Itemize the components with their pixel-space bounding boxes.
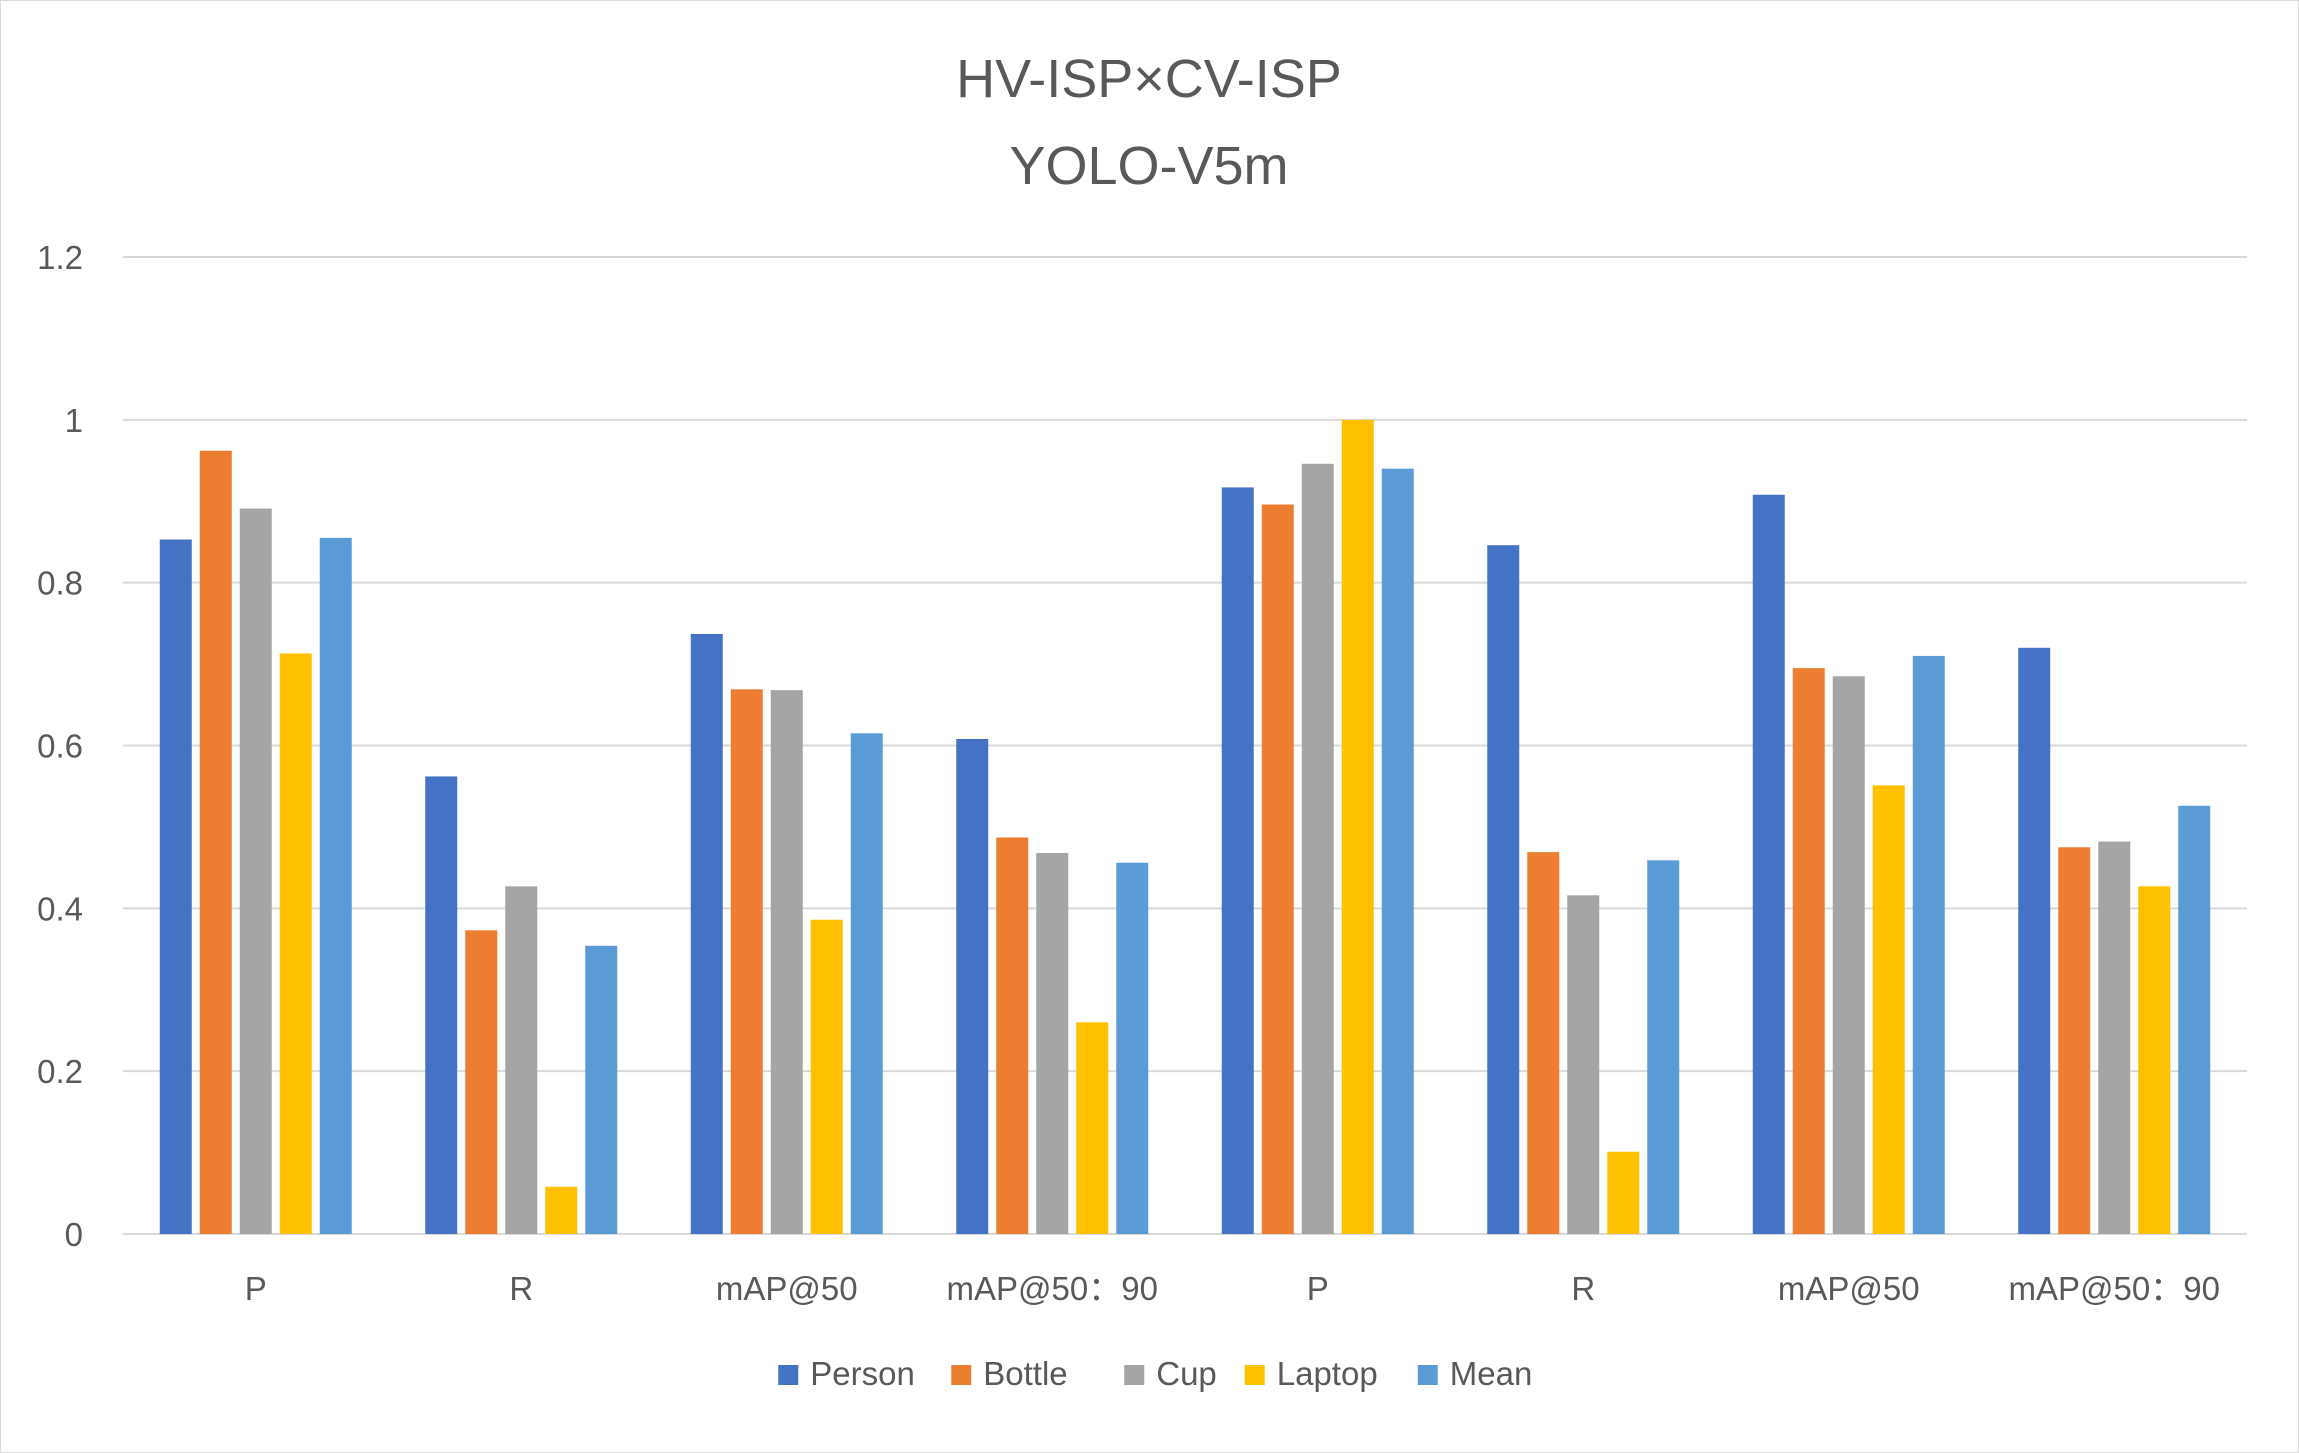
legend-swatch-person — [778, 1365, 799, 1385]
bar-bottle — [2058, 847, 2091, 1234]
y-tick-label: 0.4 — [37, 890, 83, 927]
bar-cup — [2098, 841, 2131, 1234]
bar-mean — [1116, 862, 1149, 1234]
bar-bottle — [996, 837, 1029, 1234]
y-tick-label: 1 — [65, 402, 83, 439]
y-axis-tick-labels: 0 0.2 0.4 0.6 0.8 1 1.2 — [37, 239, 83, 1253]
y-tick-label: 0.8 — [37, 565, 83, 602]
y-tick-label: 0.2 — [37, 1053, 83, 1090]
bar-mean — [1381, 468, 1414, 1234]
bar-cup — [1301, 463, 1334, 1234]
legend-label-bottle: Bottle — [983, 1355, 1067, 1392]
bar-laptop — [1076, 1022, 1109, 1234]
bar-bottle — [730, 689, 763, 1234]
bar-person — [159, 539, 192, 1234]
legend-label-cup: Cup — [1156, 1355, 1217, 1392]
legend: Person Bottle Cup Laptop Mean — [778, 1355, 1532, 1392]
x-tick-label: R — [1571, 1270, 1595, 1307]
x-tick-label: mAP@50 — [716, 1270, 858, 1307]
legend-label-person: Person — [810, 1355, 915, 1392]
x-tick-label: P — [245, 1270, 267, 1307]
chart-title-line-1: HV-ISP×CV-ISP — [956, 49, 1342, 109]
bar-laptop — [279, 653, 312, 1234]
bar-cup — [1567, 895, 1600, 1234]
bar-laptop — [1872, 785, 1905, 1234]
bar-bottle — [465, 930, 498, 1234]
x-tick-label: P — [1307, 1270, 1329, 1307]
x-tick-label: R — [509, 1270, 533, 1307]
bar-mean — [1647, 860, 1680, 1234]
bar-cup — [1036, 852, 1069, 1234]
bar-person — [1487, 545, 1520, 1234]
bar-person — [1221, 487, 1254, 1234]
bar-person — [1752, 494, 1785, 1234]
bar-cup — [1832, 676, 1865, 1234]
legend-swatch-laptop — [1244, 1365, 1265, 1385]
bar-bottle — [1792, 668, 1825, 1234]
bar-laptop — [810, 919, 843, 1234]
x-tick-label: mAP@50 — [1778, 1270, 1920, 1307]
bar-cup — [770, 690, 803, 1234]
bars — [159, 419, 2211, 1234]
bar-laptop — [2138, 886, 2171, 1234]
bar-laptop — [1341, 419, 1374, 1234]
legend-swatch-bottle — [951, 1365, 972, 1385]
bar-bottle — [199, 450, 232, 1234]
chart-title: HV-ISP×CV-ISP YOLO-V5m — [956, 49, 1342, 196]
legend-label-mean: Mean — [1450, 1355, 1533, 1392]
bar-laptop — [1607, 1151, 1640, 1234]
bar-person — [690, 633, 723, 1234]
y-tick-label: 1.2 — [37, 239, 83, 276]
y-tick-label: 0.6 — [37, 728, 83, 765]
bar-mean — [319, 537, 352, 1234]
bar-mean — [1912, 655, 1945, 1234]
bar-bottle — [1527, 852, 1560, 1234]
bar-bottle — [1261, 504, 1294, 1234]
x-tick-label: mAP@50：90 — [947, 1270, 1158, 1307]
legend-swatch-mean — [1417, 1365, 1438, 1385]
x-tick-label: mAP@50：90 — [2009, 1270, 2220, 1307]
bar-mean — [850, 733, 883, 1234]
legend-label-laptop: Laptop — [1277, 1355, 1378, 1392]
bar-mean — [585, 945, 618, 1234]
bar-person — [2018, 647, 2051, 1234]
bar-person — [425, 776, 458, 1234]
bar-mean — [2178, 805, 2211, 1234]
y-tick-label: 0 — [65, 1216, 83, 1253]
bar-laptop — [545, 1186, 578, 1234]
bar-cup — [505, 886, 538, 1234]
chart-title-line-2: YOLO-V5m — [1009, 136, 1288, 196]
bar-cup — [239, 508, 272, 1234]
legend-swatch-cup — [1124, 1365, 1145, 1385]
bar-person — [956, 738, 989, 1234]
